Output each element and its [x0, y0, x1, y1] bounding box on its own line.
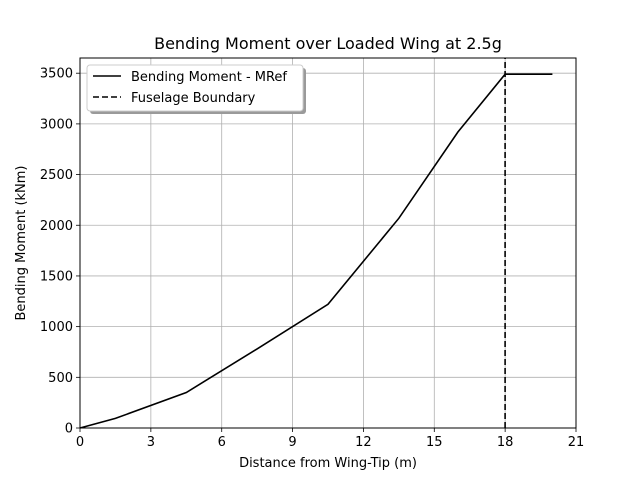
y-tick-label: 0 [65, 422, 73, 437]
y-axis-label: Bending Moment (kNm) [14, 165, 29, 320]
x-tick-label: 3 [147, 435, 155, 450]
x-axis-label: Distance from Wing-Tip (m) [239, 456, 417, 471]
legend-label-fuselage-boundary: Fuselage Boundary [131, 91, 256, 106]
x-tick-label: 12 [355, 435, 372, 450]
y-tick-label: 500 [48, 371, 73, 386]
series-line-bending-moment [79, 73, 553, 429]
y-tick-label: 3000 [40, 117, 73, 132]
legend-label-bending-moment: Bending Moment - MRef [131, 70, 287, 85]
legend-box [86, 64, 304, 112]
x-tick-label: 21 [568, 435, 585, 450]
series-group [79, 58, 553, 429]
y-tick-label: 3500 [40, 67, 73, 82]
x-tick-label: 15 [426, 435, 443, 450]
chart-title: Bending Moment over Loaded Wing at 2.5g [154, 34, 502, 53]
x-tick-label: 18 [497, 435, 514, 450]
ticks: 0 3 6 9 12 15 18 21 0 500 1000 1500 2000 2500 3000 3500 [40, 67, 584, 450]
x-tick-label: 6 [218, 435, 226, 450]
y-tick-label: 1000 [40, 320, 73, 335]
plot-frame [79, 57, 577, 429]
legend: Bending Moment - MRef Fuselage Boundary [86, 64, 306, 114]
x-tick-label: 9 [288, 435, 296, 450]
y-tick-label: 1500 [40, 269, 73, 284]
y-tick-label: 2500 [40, 168, 73, 183]
x-tick-label: 0 [76, 435, 84, 450]
y-tick-label: 2000 [40, 219, 73, 234]
